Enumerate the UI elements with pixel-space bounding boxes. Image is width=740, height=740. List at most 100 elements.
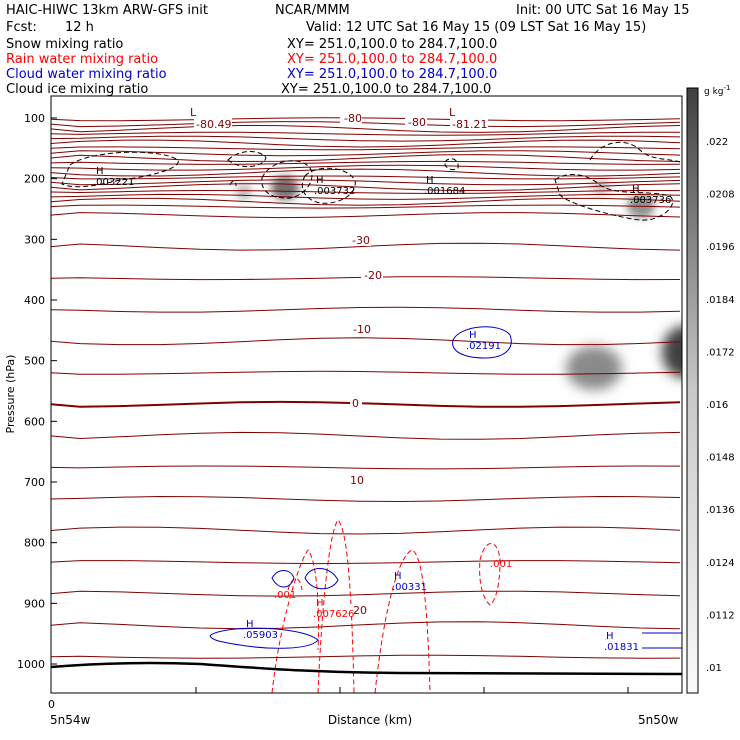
temp-label: -80 (344, 112, 362, 125)
isotherm-line (51, 465, 681, 470)
snow-max-h: H (316, 175, 324, 186)
isotherm-line (51, 212, 681, 219)
rain-max-h: H (316, 598, 324, 609)
y-tick-label: 300 (24, 233, 45, 246)
isotherm-line (51, 146, 681, 151)
x-end-label-right: 5n50w (638, 713, 679, 727)
cloud-water-max-value: .00331 (392, 582, 427, 593)
field-xy-rain: XY= 251.0,100.0 to 284.7,100.0 (287, 52, 497, 67)
y-tick-label: 800 (24, 537, 45, 550)
field-label-snow: Snow mixing ratio (6, 37, 123, 52)
header: HAIC-HIWC 13km ARW-GFS init NCAR/MMM Ini… (6, 3, 690, 35)
isotherm-line (51, 400, 681, 408)
field-legend: Snow mixing ratio XY= 251.0,100.0 to 284… (6, 37, 497, 97)
isotherm-line (51, 654, 681, 659)
rain-contours (271, 519, 501, 693)
isotherm-line (51, 139, 681, 148)
isotherm-line (51, 431, 681, 440)
temperature-labels: L -80.49 -80 -80 L -81.21 -30 -20 -10 0 … (186, 106, 488, 617)
isotherm-line (51, 242, 681, 251)
x-tick-label: 0 (48, 698, 55, 711)
cloud-water-contour (304, 568, 339, 590)
shade-blob (236, 184, 252, 200)
y-tick-label: 100 (24, 112, 45, 125)
x-axis-title: Distance (km) (328, 713, 412, 727)
snow-contour (61, 151, 179, 188)
colorbar-tick-label: .0148 (706, 453, 735, 464)
snow-contour (227, 151, 267, 167)
rain-maxima: .001 H .007626 .001 (274, 559, 512, 620)
isotherm-line (51, 124, 681, 133)
isotherm-line (51, 193, 681, 200)
isotherm-line (51, 306, 681, 313)
rain-contour (271, 549, 320, 693)
snow-contour (261, 160, 313, 199)
isotherm-line (51, 154, 681, 163)
field-xy-cloud-ice: XY= 251.0,100.0 to 284.7,100.0 (281, 82, 491, 97)
colorbar-tick-label: .0112 (706, 610, 735, 621)
colorbar-tick-label: .0124 (706, 558, 735, 569)
colorbar: .022 .0208 .0196 .0184 .0172 .016 .0148 .0136 .0… (686, 84, 735, 694)
colorbar-tick-label: .016 (706, 400, 728, 411)
temperature-contours (51, 117, 681, 659)
temp-label: -10 (353, 323, 371, 336)
cloud-water-max-value: .02191 (466, 341, 501, 352)
isotherm-line (51, 337, 681, 346)
temp-label: 0 (352, 397, 359, 410)
rain-contour (479, 543, 501, 606)
snow-contour (301, 167, 356, 204)
temp-label: -20 (364, 269, 382, 282)
colorbar-tick-label: .0184 (706, 295, 735, 306)
y-axis: 100 200 300 400 500 600 700 800 900 1000 (17, 112, 57, 671)
temp-label: 20 (353, 604, 367, 617)
y-tick-label: 600 (24, 415, 45, 428)
colorbar-ticks: .022 .0208 .0196 .0184 .0172 .016 .0148 .0136 .0… (706, 137, 735, 674)
colorbar-tick-label: .0136 (706, 505, 735, 516)
colorbar-unit: g kg-1 (704, 84, 730, 97)
isotherm-line (51, 175, 681, 180)
isotherm-line (51, 204, 681, 209)
colorbar-gradient (686, 87, 699, 694)
cloud-water-contour (452, 326, 512, 359)
temp-label: -81.21 (452, 118, 487, 131)
isotherm-line (51, 150, 681, 157)
isotherm-line (51, 621, 681, 630)
plot-frame (50, 95, 683, 694)
snow-max-value: .003736 (630, 195, 671, 206)
colorbar-tick-label: .0196 (706, 242, 735, 253)
cloud-water-max-h: H (469, 330, 477, 341)
rain-contour (287, 578, 303, 591)
isotherm-line (51, 164, 681, 171)
isotherm-line (51, 117, 681, 122)
colorbar-tick-label: .022 (706, 137, 728, 148)
temp-label: L (190, 106, 197, 119)
fcst-label: Fcst: (6, 20, 37, 35)
y-tick-label: 400 (24, 294, 45, 307)
temp-label: 10 (350, 474, 364, 487)
isotherm-line (51, 131, 680, 136)
init-time: Init: 00 UTC Sat 16 May 15 (516, 3, 690, 18)
field-label-cloud-water: Cloud water mixing ratio (6, 67, 167, 82)
colorbar-unit-text: g kg (704, 87, 724, 97)
snow-maxima: H .003221 H .003732 H .001684 H .003736 (93, 166, 671, 206)
cloud-water-max-value: .01831 (604, 642, 639, 653)
cloud-water-max-value: .05903 (243, 630, 278, 641)
x-axis-ticks (50, 687, 629, 693)
snow-contour (589, 141, 681, 163)
isotherm-line (51, 370, 681, 375)
temp-label: -30 (352, 234, 370, 247)
rain-contour (374, 549, 431, 693)
cloud-water-max-h: H (246, 619, 254, 630)
y-tick-label: 500 (24, 355, 45, 368)
shade-blob (662, 326, 682, 378)
center-label: NCAR/MMM (275, 3, 350, 18)
isotherm-line (51, 160, 681, 165)
y-tick-label: 200 (24, 173, 45, 186)
x-end-label-left: 5n54w (50, 713, 91, 727)
snow-max-value: .003732 (314, 186, 355, 197)
rain-max-value: .001 (274, 590, 296, 601)
fcst-value: 12 h (65, 20, 94, 35)
snow-contour (229, 180, 237, 187)
colorbar-tick-label: .0172 (706, 347, 735, 358)
